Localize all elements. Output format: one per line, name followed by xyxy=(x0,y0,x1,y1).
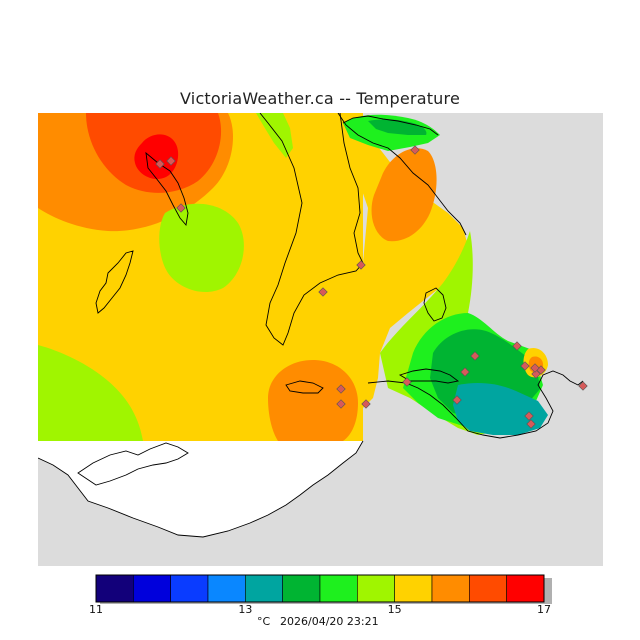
legend-tick-label: 17 xyxy=(537,603,551,616)
legend-bin xyxy=(95,574,134,603)
legend-bin xyxy=(133,574,171,603)
station-marker xyxy=(356,260,366,270)
coastline-south-mask xyxy=(38,440,364,538)
legend-bin xyxy=(431,574,470,603)
legend-tick-label: 13 xyxy=(238,603,252,616)
coastline-north-peninsula xyxy=(337,113,467,236)
legend-bin xyxy=(506,574,545,603)
legend-bin xyxy=(357,574,395,603)
coastline-west-inlet xyxy=(145,151,189,227)
station-marker xyxy=(410,145,420,155)
station-marker xyxy=(336,399,346,409)
station-marker xyxy=(402,377,412,387)
coastline-east-main xyxy=(367,370,584,439)
coastline-northeast xyxy=(342,115,439,136)
coastline-south-shore xyxy=(77,442,189,486)
legend-bin xyxy=(207,574,246,603)
color-legend: 11 13 15 17 °C 2026/04/20 23:21 xyxy=(89,574,552,628)
temp-zone-14.5-15-north-sliver xyxy=(256,113,293,158)
legend-bin xyxy=(394,574,433,603)
station-marker xyxy=(470,351,480,361)
coastline-island-west xyxy=(95,250,134,314)
legend-tick-label: 15 xyxy=(388,603,402,616)
station-marker xyxy=(318,287,328,297)
coastlines xyxy=(38,113,584,538)
legend-timestamp: 2026/04/20 23:21 xyxy=(280,615,379,628)
temp-zone-16.5-17-nw xyxy=(134,134,179,180)
station-marker xyxy=(512,341,522,351)
legend-bin xyxy=(170,574,209,603)
coastline-west-channel xyxy=(259,113,364,346)
land-mask-south xyxy=(38,441,363,537)
legend-bin xyxy=(245,574,283,603)
map-title: VictoriaWeather.ca -- Temperature xyxy=(180,89,460,108)
legend-frame xyxy=(95,574,545,603)
legend-unit: °C xyxy=(257,615,271,628)
weather-stations xyxy=(155,145,588,429)
station-marker xyxy=(166,156,176,166)
coastline-island-south xyxy=(285,380,324,394)
temp-zone-14.5-15-west-center xyxy=(159,203,244,293)
legend-bins xyxy=(95,574,545,603)
legend-tick-label: 11 xyxy=(89,603,103,616)
temp-zone-14.5-15-sw xyxy=(38,345,143,441)
coastline-east-lake xyxy=(423,287,447,322)
station-marker xyxy=(460,367,470,377)
station-marker xyxy=(530,363,540,373)
legend-bin xyxy=(469,574,507,603)
legend-ticks: 11 13 15 17 xyxy=(89,603,551,616)
station-marker xyxy=(531,369,541,379)
station-marker xyxy=(336,384,346,394)
legend-bin xyxy=(319,574,358,603)
temperature-map xyxy=(38,113,603,566)
temp-zone-15.5-16-south xyxy=(268,359,358,441)
temp-zone-15.5-16-east-north xyxy=(371,148,437,242)
station-marker xyxy=(526,419,536,429)
station-marker xyxy=(524,411,534,421)
legend-bin xyxy=(282,574,321,603)
coastline-east-inlet xyxy=(398,368,460,384)
temp-zone-13.5-14-ne xyxy=(368,119,427,135)
temp-zone-13-13.5-east xyxy=(453,383,548,435)
station-marker xyxy=(452,395,462,405)
station-marker xyxy=(176,203,186,213)
station-marker xyxy=(155,159,165,169)
station-marker xyxy=(578,381,588,391)
station-marker xyxy=(361,399,371,409)
station-marker xyxy=(520,361,530,371)
